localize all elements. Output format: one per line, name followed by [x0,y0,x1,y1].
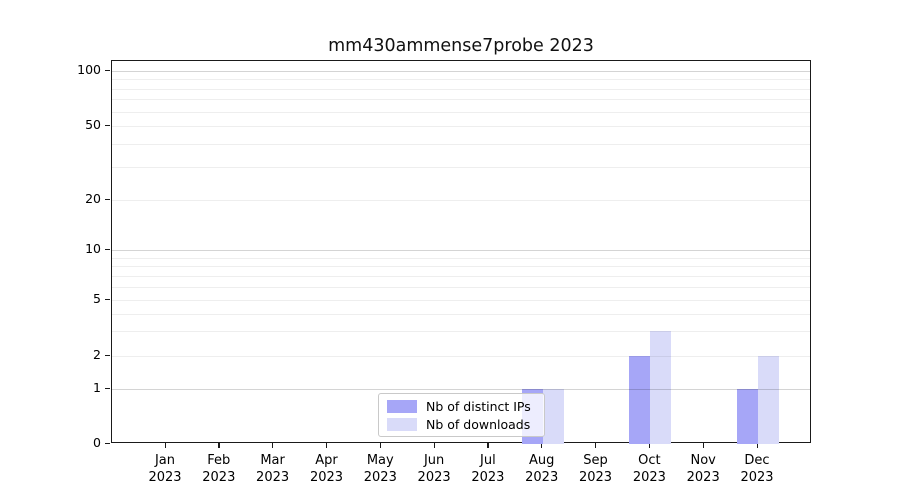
gridline-minor [112,144,810,145]
gridline-major [112,250,810,251]
legend-swatch-downloads [387,417,417,431]
x-axis-tick [541,443,543,448]
legend: Nb of distinct IPs Nb of downloads [378,393,545,437]
gridline-minor [112,111,810,113]
gridline-minor [112,257,810,259]
y-axis-tick-label: 1 [93,380,101,395]
gridline-major [112,71,810,72]
gridline-minor [112,200,810,201]
y-axis-tick-label: 10 [85,241,101,256]
gridline-minor [112,88,810,90]
y-axis-tick [105,354,110,356]
gridline-minor [112,331,810,333]
y-axis-tick [105,387,110,389]
x-axis-tick-label: Dec 2023 [740,453,774,485]
plot-area [111,60,811,444]
y-axis-tick-label: 50 [85,117,101,132]
y-axis-tick-label: 5 [93,291,101,306]
gridline-minor [112,79,810,81]
chart-title: mm430ammense7probe 2023 [328,36,594,56]
y-axis-tick-label: 20 [85,191,101,206]
y-axis-tick-label: 0 [93,435,101,450]
bar-downloads [650,331,672,444]
x-axis-tick-label: May 2023 [363,453,397,485]
gridline-major [112,389,810,390]
legend-entry: Nb of distinct IPs [387,399,536,414]
gridline-minor [112,275,810,277]
legend-swatch-distinct-ips [387,399,417,413]
x-axis-tick-label: Apr 2023 [309,453,344,485]
y-axis-tick [105,198,110,200]
x-axis-tick-label: Feb 2023 [202,453,236,485]
legend-label: Nb of distinct IPs [426,398,531,414]
gridline-minor [112,286,810,288]
bar-distinct-ips [737,389,758,444]
gridline-minor [112,126,810,127]
gridline-minor [112,300,810,301]
bar-downloads [542,389,564,444]
gridline-minor [112,356,810,357]
x-axis-tick [218,443,220,448]
y-axis-tick-label: 100 [77,62,101,77]
legend-label: Nb of downloads [426,416,531,432]
bar-downloads [758,356,779,444]
x-axis-tick-label: Sep 2023 [578,453,613,485]
x-axis-tick [326,443,328,448]
y-axis-tick [105,124,110,126]
x-axis-tick [648,443,651,448]
y-axis-tick [105,248,110,250]
gridline-minor [112,313,810,315]
x-axis-tick-label: Jan 2023 [148,453,182,485]
x-axis-tick [272,443,274,448]
x-axis-tick-label: Jun 2023 [417,453,451,485]
y-axis-tick [105,69,110,71]
legend-entry: Nb of downloads [387,417,536,432]
y-axis-tick-label: 2 [93,347,101,362]
x-axis-tick [595,443,597,448]
x-axis-tick [164,443,166,448]
x-axis-tick [379,443,382,448]
x-axis-tick [702,443,704,448]
gridline-minor [112,167,810,169]
gridline-minor [112,99,810,101]
x-axis-tick-label: Mar 2023 [256,453,290,485]
x-axis-tick-label: Oct 2023 [632,453,666,485]
y-axis-tick [105,298,110,300]
gridline-minor [112,266,810,268]
x-axis-tick-label: Nov 2023 [686,453,720,485]
x-axis-tick-label: Aug 2023 [525,453,559,485]
x-axis-tick [433,443,435,448]
x-axis-tick-label: Jul 2023 [471,453,505,485]
x-axis-tick [487,443,489,448]
y-axis-tick [105,442,110,444]
x-axis-tick [756,443,758,448]
bar-distinct-ips [629,356,651,444]
